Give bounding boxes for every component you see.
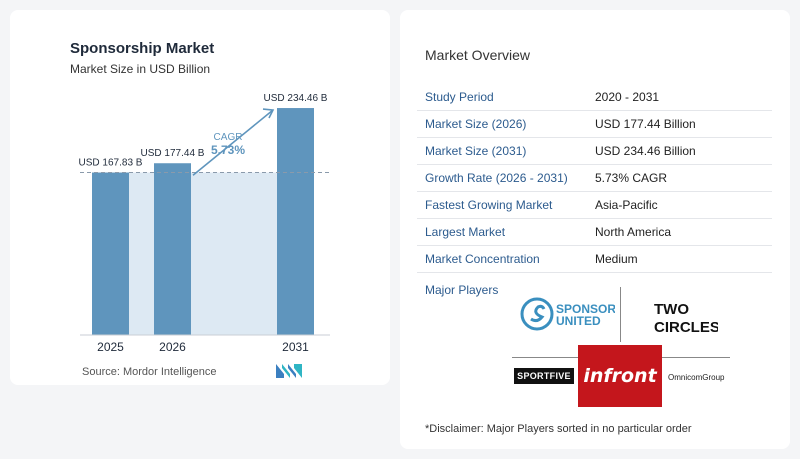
value-label-2025: USD 167.83 B [79,158,143,169]
mordor-intelligence-logo [276,364,302,378]
cagr-arrow-head [262,108,275,119]
chart-title: Sponsorship Market [70,40,215,57]
major-players-label: Major Players [425,283,499,297]
infront-logo: infront [578,345,662,407]
logo-divider [620,287,621,342]
two-circles-text: TWO CIRCLES [654,301,718,336]
bar-2026 [154,163,191,335]
sponsor-united-logo: SPONSOR UNITED [520,297,615,331]
tick-label-2031: 2031 [282,340,309,354]
overview-value: USD 234.46 Billion [587,137,772,165]
overview-value: Asia-Pacific [587,191,772,219]
overview-value: 2020 - 2031 [587,84,772,111]
overview-value: USD 177.44 Billion [587,110,772,138]
cagr-value: 5.73% [211,143,245,157]
disclaimer: *Disclaimer: Major Players sorted in no … [425,423,692,435]
tick-label-2025: 2025 [97,340,124,354]
overview-row: Growth Rate (2026 - 2031) 5.73% CAGR [417,164,772,192]
chart-subtitle: Market Size in USD Billion [70,62,211,76]
sportfive-logo: SPORTFIVE [514,368,574,384]
bar-2025 [92,172,129,335]
overview-table: Study Period 2020 - 2031 Market Size (2026… [417,84,772,273]
cagr-label: CAGR [214,132,243,143]
overview-row: Study Period 2020 - 2031 [417,84,772,111]
two-circles-logo: TWO CIRCLES [654,301,718,336]
sponsor-united-text: SPONSOR UNITED [556,302,615,328]
overview-key: Market Size (2026) [417,110,587,138]
tick-label-2026: 2026 [159,340,186,354]
forecast-shade [129,172,277,335]
cagr-arrow-line [192,109,274,176]
value-label-2026: USD 177.44 B [141,148,205,159]
overview-row: Market Concentration Medium [417,245,772,273]
bar-2031 [277,108,314,335]
overview-key: Fastest Growing Market [417,191,587,219]
overview-row: Market Size (2026) USD 177.44 Billion [417,110,772,138]
overview-key: Growth Rate (2026 - 2031) [417,164,587,192]
overview-title: Market Overview [425,47,531,63]
overview-value: Medium [587,245,772,273]
source-note: Source: Mordor Intelligence [82,366,217,378]
overview-row: Fastest Growing Market Asia-Pacific [417,191,772,219]
overview-key: Market Concentration [417,245,587,273]
overview-key: Study Period [417,84,587,111]
overview-row: Market Size (2031) USD 234.46 Billion [417,137,772,165]
overview-row: Largest Market North America [417,218,772,246]
overview-value: 5.73% CAGR [587,164,772,192]
overview-key: Largest Market [417,218,587,246]
omnicom-logo: OmnicomGroup [668,373,725,382]
value-label-2031: USD 234.46 B [264,93,328,104]
overview-key: Market Size (2031) [417,137,587,165]
overview-value: North America [587,218,772,246]
